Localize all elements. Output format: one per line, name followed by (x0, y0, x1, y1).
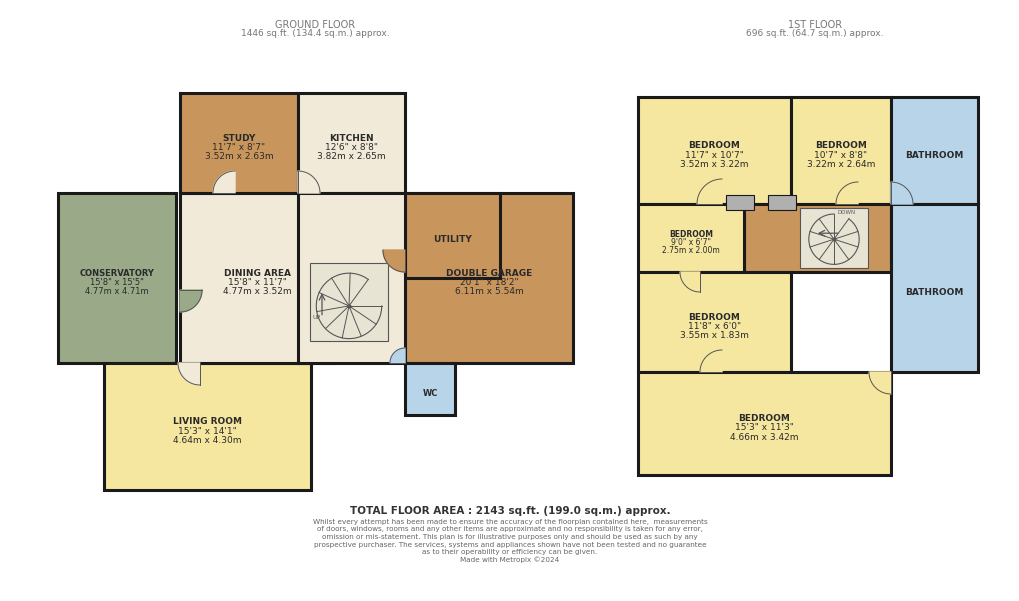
Text: BEDROOM: BEDROOM (688, 313, 740, 322)
Text: 3.22m x 2.64m: 3.22m x 2.64m (806, 160, 874, 169)
Text: 11'7" x 8'7": 11'7" x 8'7" (212, 143, 265, 152)
Bar (58, 193, 176, 363)
Text: 3.52m x 2.63m: 3.52m x 2.63m (205, 153, 273, 162)
Text: 4.66m x 3.42m: 4.66m x 3.42m (730, 433, 798, 442)
Polygon shape (389, 348, 405, 363)
Text: 6.11m x 5.54m: 6.11m x 5.54m (454, 287, 523, 296)
Text: DOWN: DOWN (837, 210, 855, 215)
Text: BATHROOM: BATHROOM (905, 288, 963, 297)
Text: omission or mis-statement. This plan is for illustrative purposes only and shoul: omission or mis-statement. This plan is … (322, 534, 697, 540)
Polygon shape (213, 171, 234, 193)
Text: as to their operability or efficiency can be given.: as to their operability or efficiency ca… (422, 549, 597, 555)
Text: Whilst every attempt has been made to ensure the accuracy of the floorplan conta: Whilst every attempt has been made to en… (312, 519, 707, 525)
Text: 11'8" x 6'0": 11'8" x 6'0" (687, 322, 741, 331)
Bar (743, 204, 891, 272)
Bar (637, 204, 743, 272)
Text: 15'8" x 11'7": 15'8" x 11'7" (228, 278, 286, 287)
Bar (298, 93, 405, 193)
Text: GROUND FLOOR: GROUND FLOOR (275, 20, 355, 30)
Bar (405, 193, 573, 363)
Bar (790, 97, 891, 204)
Text: prospective purchaser. The services, systems and appliances shown have not been : prospective purchaser. The services, sys… (314, 542, 705, 548)
Bar (298, 193, 405, 363)
Text: 10'7" x 8'8": 10'7" x 8'8" (813, 150, 867, 159)
Text: 4.77m x 4.71m: 4.77m x 4.71m (86, 287, 149, 296)
Polygon shape (179, 290, 202, 312)
Text: UP: UP (313, 315, 321, 320)
Text: 1446 sq.ft. (134.4 sq.m.) approx.: 1446 sq.ft. (134.4 sq.m.) approx. (240, 29, 389, 38)
Text: DOUBLE GARAGE: DOUBLE GARAGE (445, 269, 532, 278)
Text: 3.55m x 1.83m: 3.55m x 1.83m (680, 331, 748, 340)
Polygon shape (891, 182, 912, 204)
Text: BEDROOM: BEDROOM (814, 141, 866, 150)
Text: CONSERVATORY: CONSERVATORY (79, 269, 154, 278)
Bar (104, 363, 311, 490)
Polygon shape (696, 179, 721, 204)
Text: LIVING ROOM: LIVING ROOM (173, 417, 242, 426)
Text: 11'7" x 10'7": 11'7" x 10'7" (685, 150, 743, 159)
Text: DINING AREA: DINING AREA (224, 269, 290, 278)
Polygon shape (836, 182, 857, 204)
Bar (637, 97, 790, 204)
Bar (637, 272, 790, 372)
Text: BEDROOM: BEDROOM (668, 230, 712, 239)
Text: 696 sq.ft. (64.7 sq.m.) approx.: 696 sq.ft. (64.7 sq.m.) approx. (746, 29, 882, 38)
Text: 3.82m x 2.65m: 3.82m x 2.65m (317, 153, 385, 162)
Text: STUDY: STUDY (222, 133, 256, 142)
Text: BEDROOM: BEDROOM (738, 414, 790, 423)
Text: 4.77m x 3.52m: 4.77m x 3.52m (223, 287, 291, 296)
Text: BEDROOM: BEDROOM (688, 141, 740, 150)
Text: of doors, windows, rooms and any other items are approximate and no responsibili: of doors, windows, rooms and any other i… (317, 526, 702, 532)
Text: 3.52m x 3.22m: 3.52m x 3.22m (680, 160, 748, 169)
Polygon shape (178, 363, 200, 385)
Bar (767, 195, 795, 210)
Text: 12'6" x 8'8": 12'6" x 8'8" (325, 143, 378, 152)
Polygon shape (699, 350, 721, 372)
Polygon shape (382, 250, 405, 272)
Text: HALL: HALL (338, 293, 364, 302)
Text: TOTAL FLOOR AREA : 2143 sq.ft. (199.0 sq.m.) approx.: TOTAL FLOOR AREA : 2143 sq.ft. (199.0 sq… (350, 506, 669, 516)
Bar (637, 372, 891, 475)
Text: 15'3" x 11'3": 15'3" x 11'3" (735, 424, 793, 433)
Text: 20'1" x 18'2": 20'1" x 18'2" (460, 278, 518, 287)
Bar (179, 93, 298, 193)
Polygon shape (868, 372, 891, 394)
Text: BATHROOM: BATHROOM (905, 150, 963, 159)
Polygon shape (680, 272, 699, 292)
Text: WC: WC (422, 389, 437, 398)
Text: Made with Metropix ©2024: Made with Metropix ©2024 (460, 557, 559, 563)
Text: UTILITY: UTILITY (433, 236, 472, 245)
Polygon shape (298, 171, 320, 193)
Text: 4.64m x 4.30m: 4.64m x 4.30m (173, 436, 242, 445)
Bar (405, 363, 454, 415)
Text: 2.75m x 2.00m: 2.75m x 2.00m (661, 246, 719, 255)
Bar (891, 204, 977, 372)
Bar (310, 263, 387, 341)
Bar (179, 193, 334, 363)
Text: KITCHEN: KITCHEN (329, 133, 373, 142)
Text: 1ST FLOOR: 1ST FLOOR (787, 20, 842, 30)
Bar (891, 97, 977, 204)
Text: 15'3" x 14'1": 15'3" x 14'1" (178, 427, 236, 436)
Bar (799, 208, 867, 268)
Text: 9'0" x 6'7": 9'0" x 6'7" (671, 238, 710, 247)
Bar (405, 193, 499, 278)
Bar (726, 195, 753, 210)
Text: 15'8" x 15'5": 15'8" x 15'5" (90, 278, 144, 287)
